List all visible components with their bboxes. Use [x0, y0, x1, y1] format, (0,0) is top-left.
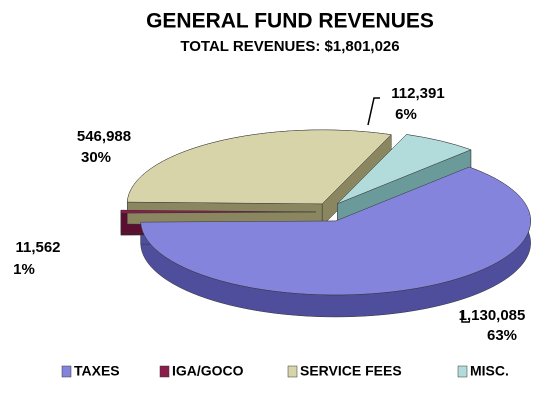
- percent-label: 1%: [13, 261, 35, 278]
- legend-swatch: [159, 365, 170, 378]
- slice: [126, 129, 392, 205]
- leader-lines: [367, 97, 470, 323]
- slice: [140, 166, 531, 296]
- legend-label: MISC.: [470, 363, 509, 379]
- leader-line: [461, 312, 470, 323]
- slice: [120, 209, 317, 214]
- pie-tops: [120, 129, 531, 296]
- chart-subtitle: TOTAL REVENUES: $1,801,026: [180, 38, 399, 55]
- legend-swatch: [287, 365, 298, 378]
- legend-label: IGA/GOCO: [172, 363, 244, 379]
- value-label: 112,391: [391, 85, 444, 102]
- legend-swatch: [61, 365, 72, 378]
- percent-label: 30%: [81, 149, 111, 166]
- value-label: 546,988: [77, 128, 131, 145]
- percent-label: 63%: [487, 327, 517, 344]
- percent-label: 6%: [395, 106, 417, 123]
- chart-title: GENERAL FUND REVENUES: [146, 10, 434, 33]
- slice: [337, 134, 472, 204]
- leader-line: [367, 97, 380, 126]
- legend-label: TAXES: [74, 363, 120, 379]
- value-label: 1,130,085: [459, 307, 526, 324]
- legend-label: SERVICE FEES: [300, 363, 402, 379]
- value-label: 11,562: [15, 239, 60, 256]
- legend-swatch: [457, 365, 468, 378]
